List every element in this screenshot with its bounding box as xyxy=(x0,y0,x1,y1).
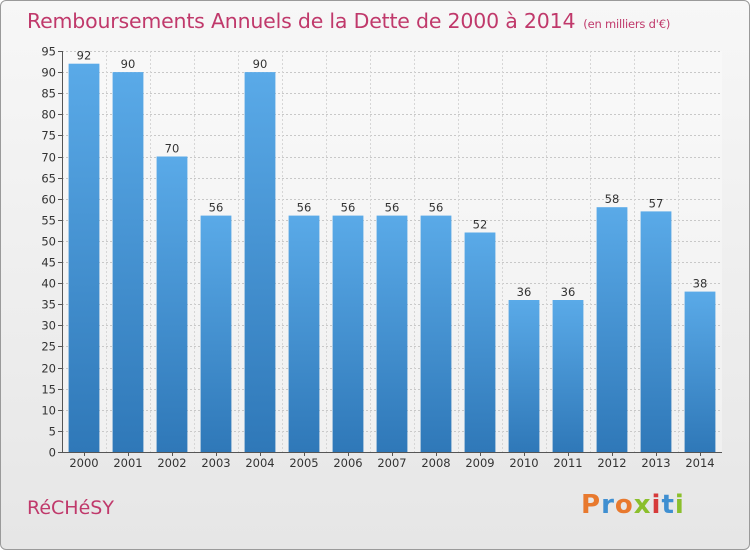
y-tick-label: 0 xyxy=(49,446,56,460)
y-tick-label: 95 xyxy=(41,45,56,59)
value-label-2007: 56 xyxy=(385,201,400,215)
value-label-2003: 56 xyxy=(209,201,224,215)
value-label-2011: 36 xyxy=(561,285,576,299)
y-tick-label: 15 xyxy=(41,383,56,397)
value-label-2012: 58 xyxy=(605,192,620,206)
y-tick-label: 35 xyxy=(41,298,56,312)
logo-letter: o xyxy=(614,490,634,520)
bar-2014[interactable] xyxy=(684,291,716,452)
x-tick-label-2001: 2001 xyxy=(113,456,142,470)
value-label-2008: 56 xyxy=(429,201,444,215)
x-tick-label-2006: 2006 xyxy=(333,456,362,470)
proxiti-logo[interactable]: Proxiti xyxy=(581,490,685,520)
logo-letter: P xyxy=(581,490,602,520)
x-tick-label-2003: 2003 xyxy=(201,456,230,470)
y-tick-label: 5 xyxy=(49,425,56,439)
y-tick-label: 65 xyxy=(41,172,56,186)
x-tick-label-2011: 2011 xyxy=(553,456,582,470)
bar-2012[interactable] xyxy=(596,207,628,452)
bars xyxy=(68,63,716,453)
bar-2010[interactable] xyxy=(508,300,540,452)
x-tick-label-2010: 2010 xyxy=(509,456,538,470)
y-tick-label: 50 xyxy=(41,235,56,249)
chart-title-text: Remboursements Annuels de la Dette de 20… xyxy=(27,9,576,33)
bar-2001[interactable] xyxy=(112,72,144,452)
x-tick-label-2000: 2000 xyxy=(69,456,98,470)
bar-2013[interactable] xyxy=(640,211,672,452)
x-tick-label-2014: 2014 xyxy=(685,456,714,470)
logo-letter: x xyxy=(633,490,652,520)
bar-2002[interactable] xyxy=(156,156,188,453)
bar-2011[interactable] xyxy=(552,300,584,452)
y-tick-label: 25 xyxy=(41,340,56,354)
y-tick-label: 55 xyxy=(41,214,56,228)
logo-letter: i xyxy=(651,490,662,520)
y-tick-label: 40 xyxy=(41,277,56,291)
chart-subtitle: (en milliers d'€) xyxy=(583,17,671,31)
axes: 0 5 10 15 20 25 30 35 40 45 50 55 60 65 70 75 80 85 90 95 20… xyxy=(41,45,722,470)
bar-2004[interactable] xyxy=(244,72,276,452)
value-label-2001: 90 xyxy=(121,57,136,71)
y-tick-label: 85 xyxy=(41,87,56,101)
bar-2003[interactable] xyxy=(200,215,232,452)
bar-2007[interactable] xyxy=(376,215,408,452)
x-tick-label-2004: 2004 xyxy=(245,456,274,470)
bar-2008[interactable] xyxy=(420,215,452,452)
logo-letter: i xyxy=(674,490,685,520)
x-tick-label-2009: 2009 xyxy=(465,456,494,470)
value-label-2014: 38 xyxy=(693,277,708,291)
y-tick-label: 70 xyxy=(41,151,56,165)
value-label-2002: 70 xyxy=(165,142,180,156)
value-label-2004: 90 xyxy=(253,57,268,71)
logo-letter: r xyxy=(601,490,615,520)
y-tick-label: 90 xyxy=(41,66,56,80)
y-tick-label: 30 xyxy=(41,319,56,333)
logo-letter: t xyxy=(661,490,675,520)
bar-2005[interactable] xyxy=(288,215,320,452)
value-labels: 92 90 70 56 90 56 56 56 56 52 36 36 58 57 38 xyxy=(77,49,708,299)
bar-2009[interactable] xyxy=(464,232,496,453)
value-label-2006: 56 xyxy=(341,201,356,215)
town-name: RéCHéSY xyxy=(27,497,114,519)
chart-title: Remboursements Annuels de la Dette de 20… xyxy=(27,9,670,33)
y-tick-label: 45 xyxy=(41,256,56,270)
value-label-2000: 92 xyxy=(77,49,92,63)
x-tick-label-2007: 2007 xyxy=(377,456,406,470)
y-tick-label: 60 xyxy=(41,193,56,207)
x-tick-label-2012: 2012 xyxy=(597,456,626,470)
x-tick-label-2005: 2005 xyxy=(289,456,318,470)
value-label-2009: 52 xyxy=(473,218,488,232)
value-label-2010: 36 xyxy=(517,285,532,299)
y-tick-label: 10 xyxy=(41,404,56,418)
x-tick-label-2008: 2008 xyxy=(421,456,450,470)
y-tick-label: 20 xyxy=(41,362,56,376)
x-tick-label-2002: 2002 xyxy=(157,456,186,470)
y-tick-label: 80 xyxy=(41,108,56,122)
bar-2000[interactable] xyxy=(68,63,100,452)
value-label-2005: 56 xyxy=(297,201,312,215)
y-tick-label: 75 xyxy=(41,129,56,143)
value-label-2013: 57 xyxy=(649,196,664,210)
bar-2006[interactable] xyxy=(332,215,364,452)
x-tick-label-2013: 2013 xyxy=(641,456,670,470)
